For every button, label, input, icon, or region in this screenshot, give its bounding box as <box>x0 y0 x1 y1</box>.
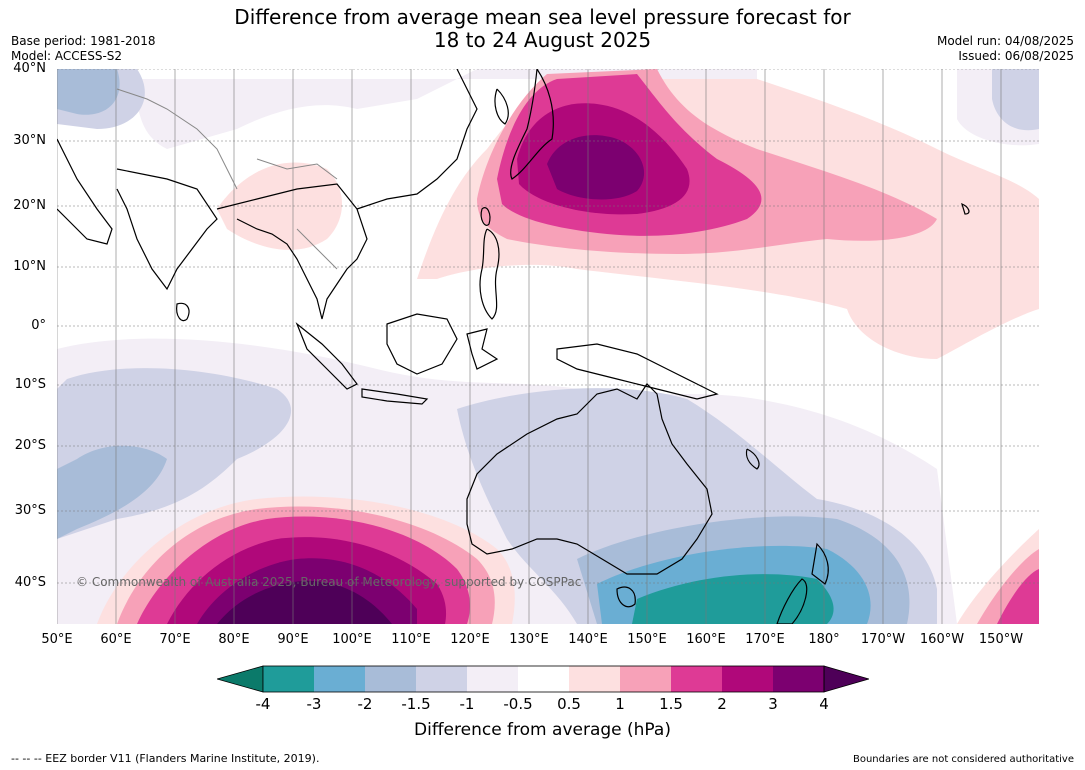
colorbar-swatch-4 <box>416 666 467 692</box>
anomaly-region-neg-3 <box>632 574 834 624</box>
lat-label-20n: 20°N <box>13 198 46 213</box>
colorbar-label: 3 <box>768 695 778 713</box>
lat-label-20s: 20°S <box>14 438 46 453</box>
eez-note: -- -- -- EEZ border V11 (Flanders Marine… <box>11 752 320 765</box>
boundaries-note: Boundaries are not considered authoritat… <box>852 754 1074 765</box>
colorbar-label: -2 <box>357 695 373 713</box>
colorbar-label: -0.5 <box>503 695 533 713</box>
colorbar-label: -1.5 <box>401 695 431 713</box>
colorbar-label: 1.5 <box>659 695 683 713</box>
title-line1: Difference from average mean sea level p… <box>234 5 851 29</box>
colorbar-label: -4 <box>255 695 271 713</box>
colorbar-swatch-3 <box>365 666 416 692</box>
lat-label-30s: 30°S <box>14 503 46 518</box>
title-line2: 18 to 24 August 2025 <box>433 28 652 52</box>
lon-label-160w: 160°W <box>919 632 965 647</box>
colorbar-arrow-low <box>217 665 264 693</box>
anomaly-region-pos-1-5-se <box>997 569 1039 624</box>
lon-label-50e: 50°E <box>41 632 73 647</box>
lon-label-160e: 160°E <box>686 632 726 647</box>
lat-label-10s: 10°S <box>14 377 46 392</box>
lon-label-100e: 100°E <box>332 632 372 647</box>
colorbar-label: 1 <box>615 695 625 713</box>
colorbar-label: -1 <box>459 695 475 713</box>
model-run: Model run: 04/08/2025 <box>936 34 1074 48</box>
anomaly-region-pos-0-5-in <box>217 162 342 250</box>
lat-label-30n: 30°N <box>13 133 46 148</box>
lat-label-40s: 40°S <box>14 575 46 590</box>
colorbar-label: 0.5 <box>557 695 581 713</box>
issued-date: Issued: 06/08/2025 <box>958 49 1074 63</box>
lon-label-90e: 90°E <box>277 632 309 647</box>
colorbar-label: -3 <box>306 695 322 713</box>
anomaly-region-pos-4-sw <box>217 580 392 624</box>
colorbar-label: 4 <box>819 695 829 713</box>
copyright-notice: © Commonwealth of Australia 2025, Bureau… <box>76 575 582 589</box>
base-period: Base period: 1981-2018 <box>11 34 156 48</box>
lon-label-150w: 150°W <box>978 632 1024 647</box>
borders <box>116 88 338 270</box>
colorbar-swatch-9 <box>671 666 722 692</box>
anomaly-region-neg-1-5 <box>57 445 167 539</box>
lon-label-170e: 170°E <box>745 632 785 647</box>
lon-label-80e: 80°E <box>218 632 250 647</box>
anomaly-region-neg-1-5-n <box>57 69 120 115</box>
lon-label-130e: 130°E <box>509 632 549 647</box>
anomaly-region-pos-3 <box>547 135 645 200</box>
colorbar-swatch-10 <box>722 666 773 692</box>
colorbar-label: 2 <box>717 695 727 713</box>
lat-label-0: 0° <box>31 318 46 333</box>
lon-label-170w: 170°W <box>860 632 906 647</box>
model-name: Model: ACCESS-S2 <box>11 49 123 63</box>
lon-label-140e: 140°E <box>568 632 608 647</box>
anomaly-region-neg-weak <box>57 69 757 149</box>
lon-label-60e: 60°E <box>100 632 132 647</box>
colorbar-swatch-5 <box>467 666 518 692</box>
meridians <box>57 69 1002 624</box>
pressure-anomaly-map <box>57 69 1039 624</box>
colorbar-swatch-11 <box>773 666 824 692</box>
colorbar-swatch-6 <box>518 666 569 692</box>
colorbar-swatch-7 <box>569 666 620 692</box>
lat-label-10n: 10°N <box>13 259 46 274</box>
lon-label-120e: 120°E <box>450 632 490 647</box>
colorbar <box>217 665 869 693</box>
colorbar-swatch-8 <box>620 666 671 692</box>
colorbar-title: Difference from average (hPa) <box>414 720 671 740</box>
lon-label-110e: 110°E <box>391 632 431 647</box>
colorbar-swatch-2 <box>314 666 365 692</box>
colorbar-arrow-high <box>823 665 869 693</box>
coastlines <box>57 69 970 624</box>
lon-label-180: 180° <box>808 632 840 647</box>
lon-label-150e: 150°E <box>627 632 667 647</box>
colorbar-swatch-1 <box>263 666 314 692</box>
anomaly-region-neg-1-ne <box>992 69 1039 131</box>
lat-label-40n: 40°N <box>13 61 46 76</box>
lon-label-70e: 70°E <box>159 632 191 647</box>
